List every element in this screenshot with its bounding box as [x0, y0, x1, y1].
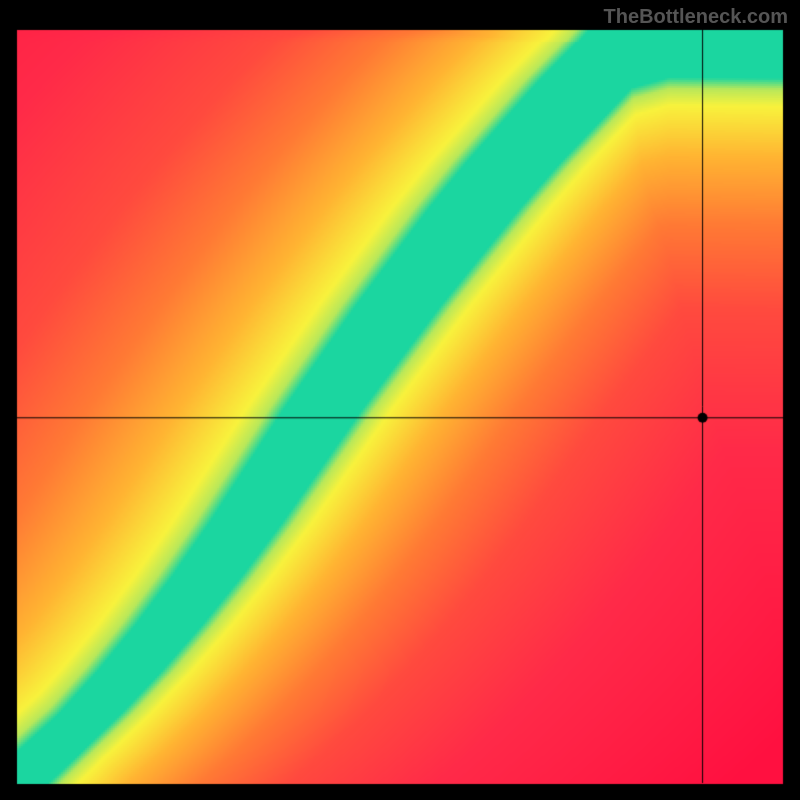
chart-container: TheBottleneck.com — [0, 0, 800, 800]
heatmap-canvas — [0, 0, 800, 800]
attribution-label: TheBottleneck.com — [604, 6, 788, 29]
